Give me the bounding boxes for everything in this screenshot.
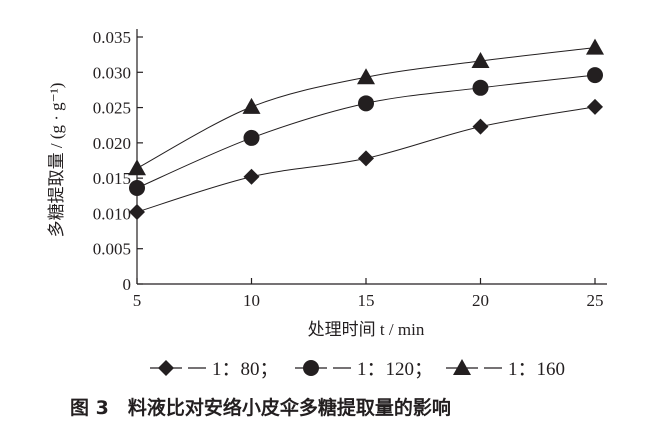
data-points <box>128 38 604 221</box>
data-point-triangle <box>586 38 604 55</box>
legend-label: 1：80； <box>212 359 279 380</box>
legend-label: 1：120； <box>357 359 433 380</box>
legend-label: 1：160 <box>508 359 565 380</box>
data-point-circle <box>472 79 489 96</box>
x-tick-label: 5 <box>133 291 142 310</box>
legend: 1：80； 1：120； 1：160 <box>150 359 565 380</box>
x-tick-label: 20 <box>472 291 489 310</box>
legend-item: 1：120； <box>295 359 433 380</box>
y-axis-label: 多糖提取量 / (g · g⁻¹) <box>47 83 66 238</box>
data-point-diamond <box>129 204 145 221</box>
x-tick-label: 15 <box>358 291 375 310</box>
legend-marker-triangle-icon <box>453 359 471 375</box>
legend-item: 1：80； <box>150 359 279 380</box>
legend-marker-circle-icon <box>303 360 319 376</box>
data-point-triangle <box>357 68 375 85</box>
data-point-diamond <box>587 98 603 115</box>
data-point-triangle <box>242 97 261 114</box>
legend-item: 1：160 <box>446 359 565 380</box>
x-tick-label: 10 <box>243 291 260 310</box>
y-tick-label: 0.010 <box>93 204 131 223</box>
x-axis-label: 处理时间 t / min <box>308 320 425 339</box>
data-point-diamond <box>243 168 260 185</box>
x-tick-label: 25 <box>587 291 604 310</box>
data-point-diamond <box>358 150 374 167</box>
y-tick-label: 0.025 <box>93 99 131 118</box>
y-tick-label: 0.015 <box>93 169 131 188</box>
figure-caption: 图 3 料液比对安络小皮伞多糖提取量的影响 <box>70 396 451 419</box>
data-point-circle <box>358 95 374 112</box>
y-tick-label: 0 <box>123 275 132 294</box>
data-point-triangle <box>471 51 490 68</box>
data-point-circle <box>243 129 260 146</box>
series-line-circle <box>136 74 596 189</box>
axes: 5 10 15 20 25 0 0.005 0.010 0.015 0.020 0.025 0.030… <box>93 28 607 310</box>
data-point-circle <box>587 67 603 84</box>
data-point-triangle <box>128 159 146 176</box>
legend-marker-diamond-icon <box>158 360 174 376</box>
y-tick-label: 0.030 <box>93 63 131 82</box>
y-tick-label: 0.035 <box>93 28 131 47</box>
data-point-diamond <box>472 118 489 135</box>
data-point-circle <box>129 180 145 197</box>
y-tick-label: 0.020 <box>93 134 131 153</box>
y-tick-label: 0.005 <box>93 240 131 259</box>
